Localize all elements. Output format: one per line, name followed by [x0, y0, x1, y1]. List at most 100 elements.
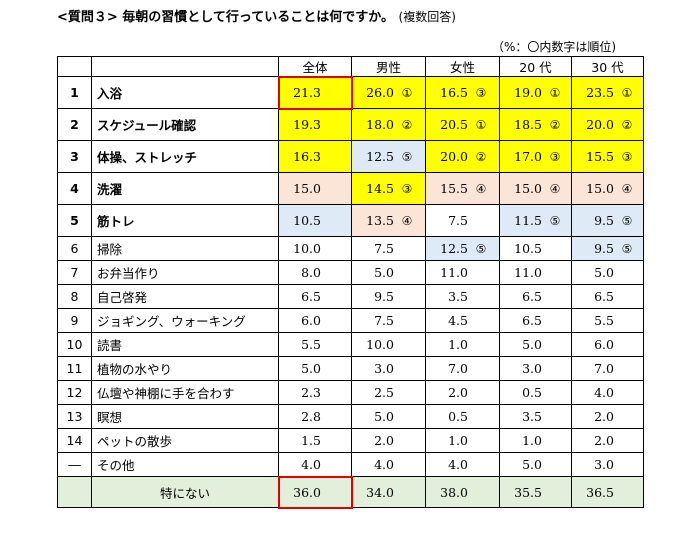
value-cell: 0.5 [425, 404, 500, 429]
value-number: 2.0 [594, 409, 614, 424]
table-row: 14 ペットの散歩 1.5 2.0 1.0 1.0 2.0 [57, 428, 644, 453]
row-number: 3 [57, 140, 92, 173]
value-cell: 5.0 [499, 452, 572, 477]
value-number: 6.0 [594, 337, 614, 352]
table-row: 11 植物の水やり 5.0 3.0 7.0 3.0 7.0 [57, 356, 644, 381]
value-cell: 7.0 [425, 356, 500, 381]
value-number: 0.5 [448, 409, 468, 424]
value-number: 9.5 [594, 213, 614, 228]
value-cell: 5.0 [499, 332, 572, 357]
table-row: 9 ジョギング、ウォーキング 6.0 7.5 4.5 6.5 5.5 [57, 308, 644, 333]
rank-badge: ⑤ [621, 242, 633, 256]
rank-badge: ② [475, 150, 487, 164]
table-row: 8 自己啓発 6.5 9.5 3.5 6.5 6.5 [57, 284, 644, 309]
value-number: 20.0 [440, 149, 468, 164]
value-number: 7.0 [448, 361, 468, 376]
value-cell: 5.5 [278, 332, 352, 357]
value-cell: 8.0 [278, 260, 352, 285]
value-cell: 2.0 [425, 380, 500, 405]
header-col: 全体 [278, 56, 352, 77]
value-cell: 1.5 [278, 428, 352, 453]
value-cell: 7.0 [571, 356, 644, 381]
value-number: 16.5 [440, 85, 468, 100]
value-cell: 7.5 [351, 236, 426, 261]
row-number: 10 [57, 332, 92, 357]
value-cell: 18.0 ② [351, 108, 426, 141]
value-cell: 4.0 [351, 452, 426, 477]
value-number: 7.5 [374, 313, 394, 328]
value-cell: 6.5 [499, 308, 572, 333]
value-cell: 14.5 ③ [351, 172, 426, 205]
value-number: 18.5 [514, 117, 542, 132]
value-number: 3.0 [594, 457, 614, 472]
rank-badge: ③ [401, 182, 413, 196]
rank-badge: ③ [475, 86, 487, 100]
value-cell: 4.0 [278, 452, 352, 477]
value-number: 2.0 [448, 385, 468, 400]
value-number: 6.5 [522, 289, 542, 304]
value-cell: 26.0 ① [351, 76, 426, 109]
value-cell: 13.5 ④ [351, 204, 426, 237]
value-number: 26.0 [366, 85, 394, 100]
value-cell: 10.5 [278, 204, 352, 237]
row-number: 2 [57, 108, 92, 141]
value-number: 3.5 [448, 289, 468, 304]
value-cell: 3.5 [425, 284, 500, 309]
value-number: 8.0 [301, 265, 321, 280]
value-number: 12.5 [440, 241, 468, 256]
value-number: 15.0 [586, 181, 614, 196]
value-number: 23.5 [586, 85, 614, 100]
value-cell: 5.0 [351, 404, 426, 429]
header-item [91, 56, 279, 77]
value-number: 2.5 [374, 385, 394, 400]
value-cell: 6.0 [278, 308, 352, 333]
rank-badge: ④ [549, 182, 561, 196]
value-cell: 15.5 ④ [425, 172, 500, 205]
value-cell: 19.3 [278, 108, 352, 141]
survey-table: 全体 男性 女性 20 代 30 代 1 入浴 21.3 26.0 ① 16.5 ③ 19.0… [57, 56, 644, 508]
row-number: 8 [57, 284, 92, 309]
value-cell: 5.0 [571, 260, 644, 285]
value-number: 10.5 [293, 213, 321, 228]
value-number: 2.0 [374, 433, 394, 448]
row-item: スケジュール確認 [91, 108, 279, 141]
table-row: 2 スケジュール確認 19.3 18.0 ② 20.5 ① 18.5 ② 20.0 ② [57, 108, 644, 141]
value-cell: 16.3 [278, 140, 352, 173]
rank-badge: ③ [621, 150, 633, 164]
table-row: ― その他 4.0 4.0 4.0 5.0 3.0 [57, 452, 644, 477]
header-col: 女性 [425, 56, 500, 77]
value-cell: 3.5 [499, 404, 572, 429]
value-cell: 1.0 [425, 428, 500, 453]
row-number: 14 [57, 428, 92, 453]
value-number: 15.0 [293, 181, 321, 196]
value-number: 6.5 [522, 313, 542, 328]
row-item: 仏壇や神棚に手を合わす [91, 380, 279, 405]
rank-badge: ② [401, 118, 413, 132]
value-cell: 38.0 [425, 476, 500, 508]
value-number: 5.0 [301, 361, 321, 376]
value-cell: 3.0 [499, 356, 572, 381]
value-number: 1.0 [448, 433, 468, 448]
value-number: 5.0 [522, 457, 542, 472]
value-cell: 3.0 [571, 452, 644, 477]
value-number: 10.5 [514, 241, 542, 256]
table-row: 5 筋トレ 10.5 13.5 ④ 7.5 11.5 ⑤ 9.5 ⑤ [57, 204, 644, 237]
row-item: 瞑想 [91, 404, 279, 429]
question-title: <質問３> 毎朝の習慣として行っていることは何ですか。 (複数回答) [57, 6, 456, 25]
value-cell: 36.5 [571, 476, 644, 508]
value-cell: 18.5 ② [499, 108, 572, 141]
value-number: 20.0 [586, 117, 614, 132]
value-number: 36.5 [586, 484, 614, 500]
table-row: 13 瞑想 2.8 5.0 0.5 3.5 2.0 [57, 404, 644, 429]
row-item: 体操、ストレッチ [91, 140, 279, 173]
value-cell: 9.5 [351, 284, 426, 309]
value-number: 2.0 [594, 433, 614, 448]
value-cell: 15.5 ③ [571, 140, 644, 173]
value-number: 35.5 [514, 484, 542, 500]
value-number: 9.5 [594, 241, 614, 256]
table-row: 1 入浴 21.3 26.0 ① 16.5 ③ 19.0 ① 23.5 ① [57, 76, 644, 109]
value-cell: 5.0 [351, 260, 426, 285]
value-cell: 7.5 [425, 204, 500, 237]
value-number: 15.5 [440, 181, 468, 196]
value-cell: 1.0 [425, 332, 500, 357]
